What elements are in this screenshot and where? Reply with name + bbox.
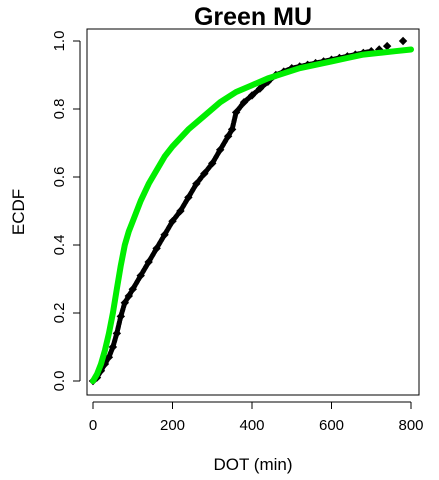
plot-area: 0 200 400 600 800 0.0 0.2 0.4 0.6 0.8 1.0 [51, 28, 424, 434]
x-tick-label: 0 [89, 417, 97, 434]
y-tick-label: 0.4 [51, 235, 68, 256]
x-axis-label: DOT (min) [213, 455, 292, 474]
x-tick-label: 600 [319, 417, 344, 434]
y-tick-label: 0.8 [51, 99, 68, 120]
y-tick-label: 0.6 [51, 167, 68, 188]
x-tick-label: 200 [160, 417, 185, 434]
y-tick-label: 1.0 [51, 31, 68, 52]
x-tick-label: 400 [239, 417, 264, 434]
y-axis-label: ECDF [9, 189, 28, 235]
series-curve-green [90, 46, 414, 384]
data-point [398, 36, 408, 46]
chart-title: Green MU [194, 3, 312, 31]
y-tick-label: 0.0 [51, 371, 68, 392]
plot-frame [86, 28, 420, 396]
x-tick-label: 800 [398, 417, 423, 434]
y-tick-label: 0.2 [51, 303, 68, 324]
